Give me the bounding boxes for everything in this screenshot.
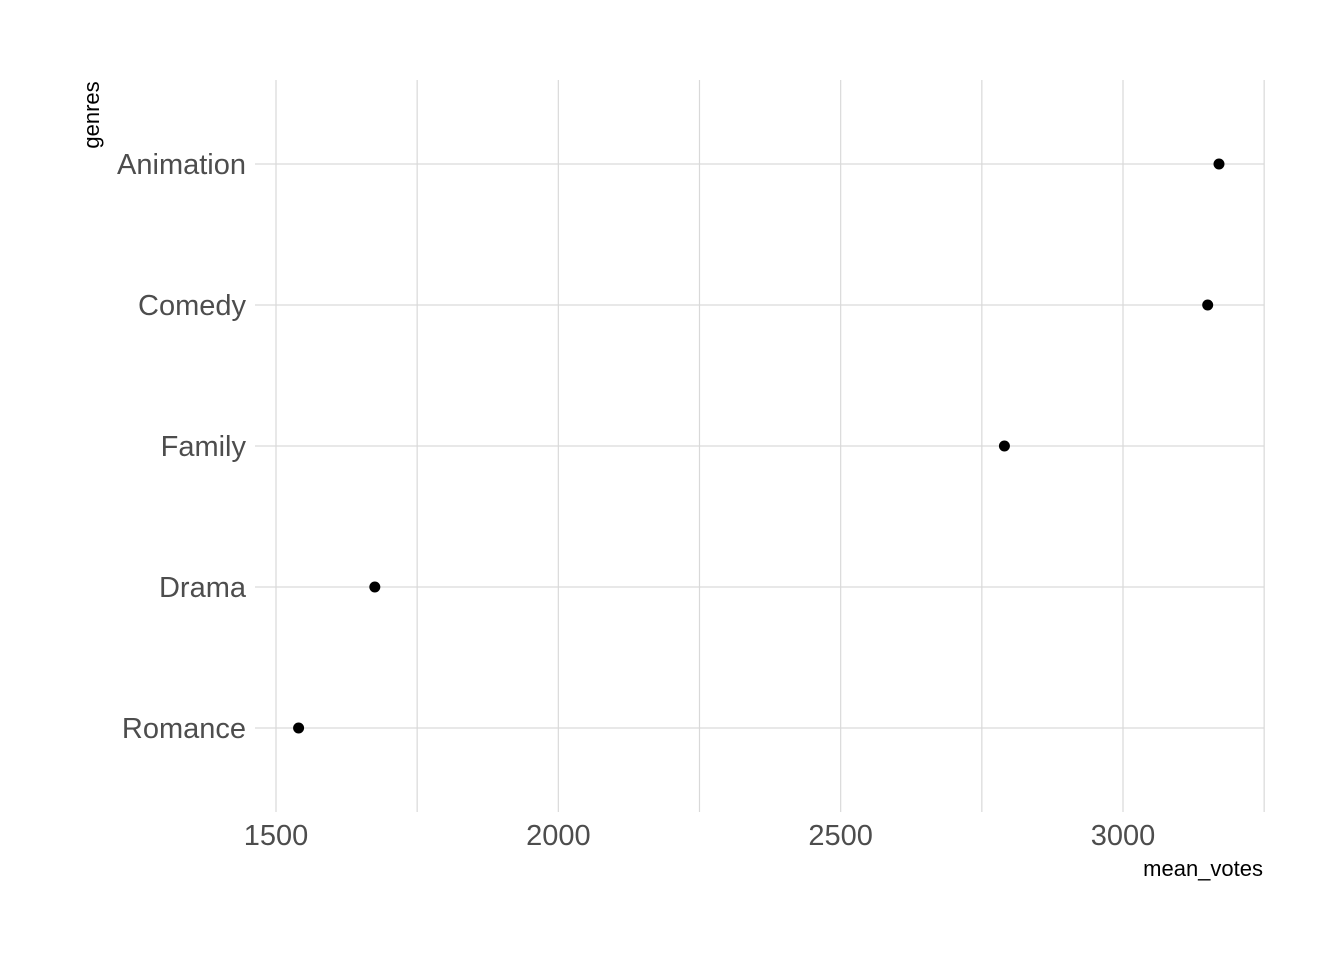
data-point (1213, 158, 1225, 170)
x-tick-label: 3000 (1091, 820, 1156, 852)
y-tick-label: Drama (159, 572, 247, 604)
x-tick-labels: 1500 2000 2500 3000 (244, 820, 1156, 852)
y-tick-label: Animation (117, 149, 246, 181)
data-point (369, 581, 381, 593)
x-tick-label: 2000 (526, 820, 591, 852)
data-point (1202, 299, 1214, 311)
x-tick-label: 1500 (244, 820, 309, 852)
x-tick-label: 2500 (808, 820, 873, 852)
y-axis-title: genres (79, 81, 104, 148)
y-tick-label: Romance (122, 713, 246, 745)
gridlines (255, 80, 1265, 812)
x-axis-title: mean_votes (1143, 856, 1263, 881)
y-tick-labels: Animation Comedy Family Drama Romance (117, 149, 247, 745)
y-tick-label: Comedy (138, 290, 246, 322)
data-point (293, 722, 305, 734)
data-point (998, 440, 1010, 452)
data-points (293, 158, 1225, 734)
y-tick-label: Family (161, 431, 247, 463)
